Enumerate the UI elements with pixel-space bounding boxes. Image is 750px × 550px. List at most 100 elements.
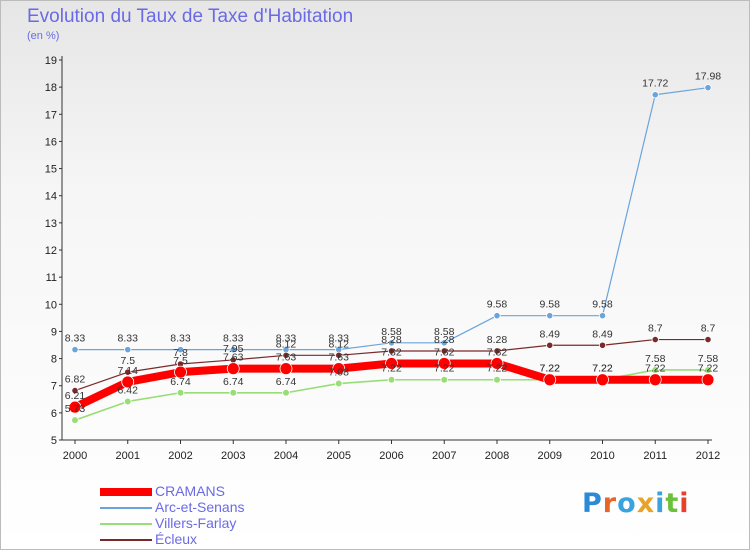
brand-letter: i (679, 488, 690, 519)
data-point-cramans (596, 373, 609, 387)
y-tick-label: 6 (51, 408, 57, 420)
unit-label: (en %) (27, 30, 60, 42)
data-label-villers-farlay: 7.58 (698, 353, 719, 365)
data-label-villers-farlay: 7.22 (434, 363, 455, 375)
legend-item: Villers-Farlay (100, 515, 300, 532)
axes: 5 6 7 8 9 10 11 12 13 14 15 16 17 18 19 2000 2001 2002 200… (45, 55, 720, 462)
y-tick-label: 5 (51, 435, 57, 447)
data-point-cramans (121, 375, 135, 389)
legend-label: CRAMANS (155, 483, 226, 499)
data-labels: 8.33 8.33 8.33 8.33 8.33 8.33 8.58 8.58 9.58 9.58… (65, 71, 722, 415)
legend-item: Écleux (100, 531, 300, 548)
data-label--cleux: 8.49 (540, 328, 561, 340)
legend-label: Arc-et-Senans (155, 499, 245, 515)
data-label--cleux: 6.82 (65, 374, 86, 386)
y-tick-label: 10 (45, 299, 57, 311)
data-point--cleux (704, 335, 712, 344)
data-label-arc-et-senans: 8.33 (65, 333, 86, 345)
data-label-cramans: 7.82 (487, 346, 508, 358)
chart-title: Evolution du Taux de Taxe d'Habitation (27, 6, 354, 27)
x-tick-label: 2007 (432, 450, 456, 462)
data-label-villers-farlay: 7.22 (592, 363, 613, 375)
data-label-cramans: 7.14 (118, 365, 139, 377)
data-label--cleux: 8.49 (592, 328, 613, 340)
y-tick-label: 19 (45, 55, 57, 67)
series-layer (68, 84, 715, 424)
data-label--cleux: 7.8 (173, 347, 188, 359)
x-tick-label: 2005 (327, 450, 351, 462)
data-point-arc-et-senans (440, 339, 448, 347)
data-label-villers-farlay: 7.22 (487, 363, 508, 375)
data-point-arc-et-senans (387, 339, 396, 347)
data-label-cramans: 7.22 (698, 363, 719, 375)
data-label-villers-farlay: 7.22 (381, 363, 402, 375)
data-point-villers-farlay (123, 397, 132, 406)
data-label--cleux: 8.7 (648, 323, 663, 335)
data-label-cramans: 7.63 (223, 352, 244, 364)
brand-letter: P (582, 488, 603, 519)
data-point-arc-et-senans (124, 346, 132, 354)
legend-item: Arc-et-Senans (100, 499, 300, 516)
data-label-arc-et-senans: 8.58 (434, 326, 455, 338)
data-label-cramans: 7.82 (381, 346, 402, 358)
data-point-cramans (490, 357, 504, 370)
x-tick-label: 2012 (696, 450, 720, 462)
data-label-villers-farlay: 7.22 (540, 363, 561, 375)
y-tick-label: 17 (45, 109, 57, 121)
legend-label: Villers-Farlay (155, 515, 237, 531)
data-point-cramans (385, 357, 398, 370)
y-tick-label: 15 (45, 164, 57, 176)
y-tick-label: 12 (45, 245, 57, 257)
data-label--cleux: 7.5 (120, 355, 135, 367)
x-tick-label: 2011 (643, 450, 667, 462)
data-point-cramans (437, 357, 451, 370)
legend-swatch (100, 523, 152, 525)
legend: CRAMANS Arc-et-Senans Villers-Farlay Écleux (100, 483, 300, 548)
data-point--cleux (493, 347, 501, 355)
y-tick-label: 9 (51, 326, 57, 338)
data-label-arc-et-senans: 8.58 (381, 326, 402, 338)
data-point-arc-et-senans (493, 312, 501, 320)
data-label-arc-et-senans: 8.33 (276, 333, 297, 345)
legend-label: Écleux (155, 531, 198, 547)
legend-item: CRAMANS (100, 483, 300, 500)
legend-swatch (100, 507, 152, 509)
data-point-arc-et-senans (229, 346, 237, 354)
data-label-arc-et-senans: 9.58 (540, 299, 561, 311)
data-point-cramans (648, 373, 662, 387)
data-label-cramans: 7.63 (276, 352, 297, 364)
data-point-villers-farlay (282, 388, 290, 397)
data-label-villers-farlay: 7.08 (329, 367, 350, 379)
data-point--cleux (387, 347, 396, 355)
brand-letter: t (665, 488, 680, 519)
y-tick-label: 7 (51, 381, 57, 393)
data-point-arc-et-senans (71, 346, 79, 354)
data-label--cleux: 8.12 (329, 338, 350, 350)
x-tick-label: 2004 (274, 450, 298, 462)
brand-logo: Proxiti (582, 488, 690, 519)
data-label-villers-farlay: 6.74 (170, 376, 191, 388)
data-label-villers-farlay: 6.42 (118, 384, 139, 396)
data-point--cleux (651, 335, 659, 344)
series-line-arc-et-senans (74, 87, 709, 351)
brand-letter: o (617, 488, 637, 519)
data-label--cleux: 8.7 (701, 323, 716, 335)
legend-swatch (100, 539, 152, 541)
data-label-villers-farlay: 6.74 (276, 376, 297, 388)
data-point-villers-farlay (71, 416, 79, 424)
data-label--cleux: 7.95 (223, 343, 244, 355)
y-tick-label: 11 (46, 272, 57, 284)
data-label-arc-et-senans: 17.72 (642, 78, 668, 90)
data-label-arc-et-senans: 9.58 (592, 299, 613, 311)
x-tick-label: 2002 (168, 450, 192, 462)
brand-letter: r (602, 488, 618, 519)
x-tick-label: 2010 (590, 450, 614, 462)
data-point-arc-et-senans (598, 312, 607, 320)
y-tick-label: 8 (51, 354, 57, 366)
x-tick-label: 2001 (116, 450, 140, 462)
y-tick-label: 18 (45, 82, 57, 94)
data-label-cramans: 7.82 (434, 346, 455, 358)
data-point--cleux (124, 368, 132, 376)
data-point-cramans (543, 373, 557, 387)
